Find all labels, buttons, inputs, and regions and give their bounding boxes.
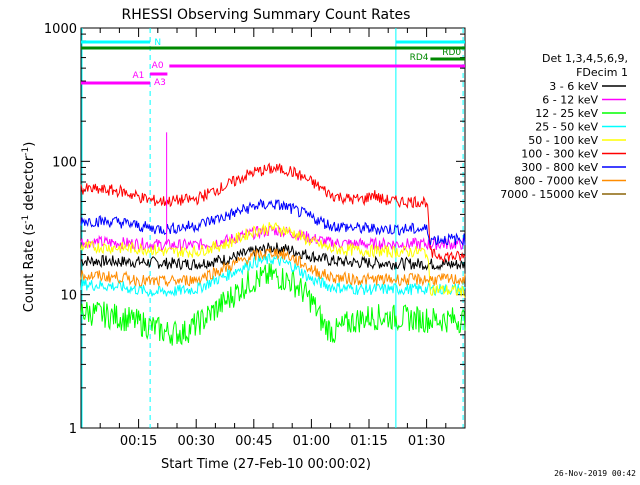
footer-timestamp: 26-Nov-2019 00:42 bbox=[554, 469, 636, 478]
legend-label: 800 - 7000 keV bbox=[514, 175, 598, 188]
state-bars: N RD0 RD4 A0 A1 A3 bbox=[81, 38, 465, 88]
plot-area: 1 10 100 1000 00:15 00:30 00:45 01:00 01:15 01:30… bbox=[44, 22, 466, 449]
series-line bbox=[80, 263, 466, 346]
y-tick-label: 1000 bbox=[44, 22, 77, 37]
series-line bbox=[80, 198, 466, 246]
series-line bbox=[80, 162, 466, 264]
x-axis-label: Start Time (27-Feb-10 00:00:02) bbox=[161, 457, 371, 472]
legend-label: 25 - 50 keV bbox=[535, 121, 598, 134]
y-axis-label-sup2: -1 bbox=[21, 147, 31, 156]
series-line bbox=[80, 253, 466, 298]
state-bar-label: N bbox=[154, 38, 161, 48]
state-bar-label: RD4 bbox=[410, 53, 429, 63]
legend-item: 7000 - 15000 keV bbox=[500, 188, 626, 201]
y-axis: 1 10 100 1000 bbox=[44, 22, 465, 437]
legend-item: 12 - 25 keV bbox=[535, 107, 626, 120]
legend-header-1: Det 1,3,4,5,6,9, bbox=[542, 52, 628, 65]
legend-label: 3 - 6 keV bbox=[549, 80, 598, 93]
series-line bbox=[80, 247, 466, 287]
series-group bbox=[80, 132, 466, 346]
legend-label: 100 - 300 keV bbox=[521, 148, 598, 161]
legend-label: 12 - 25 keV bbox=[535, 107, 598, 120]
legend-item: 100 - 300 keV bbox=[521, 148, 626, 161]
chart-title: RHESSI Observing Summary Count Rates bbox=[122, 7, 411, 23]
x-tick-label: 00:30 bbox=[177, 434, 214, 449]
y-tick-label: 100 bbox=[52, 155, 77, 170]
legend-item: 25 - 50 keV bbox=[535, 121, 626, 134]
legend-label: 7000 - 15000 keV bbox=[500, 188, 598, 201]
x-tick-label: 01:30 bbox=[408, 434, 445, 449]
state-bar-label: A3 bbox=[154, 78, 166, 88]
state-bar-label: RD0 bbox=[442, 48, 461, 58]
state-bar-label: A1 bbox=[132, 71, 144, 81]
y-tick-label: 1 bbox=[69, 422, 77, 437]
x-tick-label: 01:15 bbox=[350, 434, 387, 449]
legend-label: 6 - 12 keV bbox=[542, 94, 598, 107]
x-tick-label: 01:00 bbox=[293, 434, 330, 449]
series-line bbox=[80, 225, 466, 252]
legend-item: 6 - 12 keV bbox=[542, 94, 626, 107]
y-axis-label-end: ) bbox=[22, 142, 37, 147]
y-tick-label: 10 bbox=[60, 289, 77, 304]
y-axis-label-mid: detector bbox=[22, 155, 37, 215]
legend-item: 800 - 7000 keV bbox=[514, 175, 626, 188]
state-bar-label: A0 bbox=[152, 61, 164, 71]
legend-label: 50 - 100 keV bbox=[528, 134, 598, 147]
legend-label: 300 - 800 keV bbox=[521, 161, 598, 174]
legend-item: 300 - 800 keV bbox=[521, 161, 626, 174]
series-line bbox=[80, 221, 466, 298]
legend-item: 50 - 100 keV bbox=[528, 134, 626, 147]
y-axis-label-sup1: -1 bbox=[21, 215, 31, 224]
y-axis-label: Count Rate (s-1 detector-1) bbox=[21, 142, 37, 313]
legend-item: 3 - 6 keV bbox=[549, 80, 626, 93]
x-tick-label: 00:15 bbox=[120, 434, 157, 449]
x-axis: 00:15 00:30 00:45 01:00 01:15 01:30 bbox=[99, 28, 447, 449]
series-line bbox=[80, 242, 466, 272]
x-tick-label: 00:45 bbox=[235, 434, 272, 449]
legend-header-2: FDecim 1 bbox=[576, 66, 628, 79]
y-axis-label-main: Count Rate (s bbox=[22, 224, 37, 313]
